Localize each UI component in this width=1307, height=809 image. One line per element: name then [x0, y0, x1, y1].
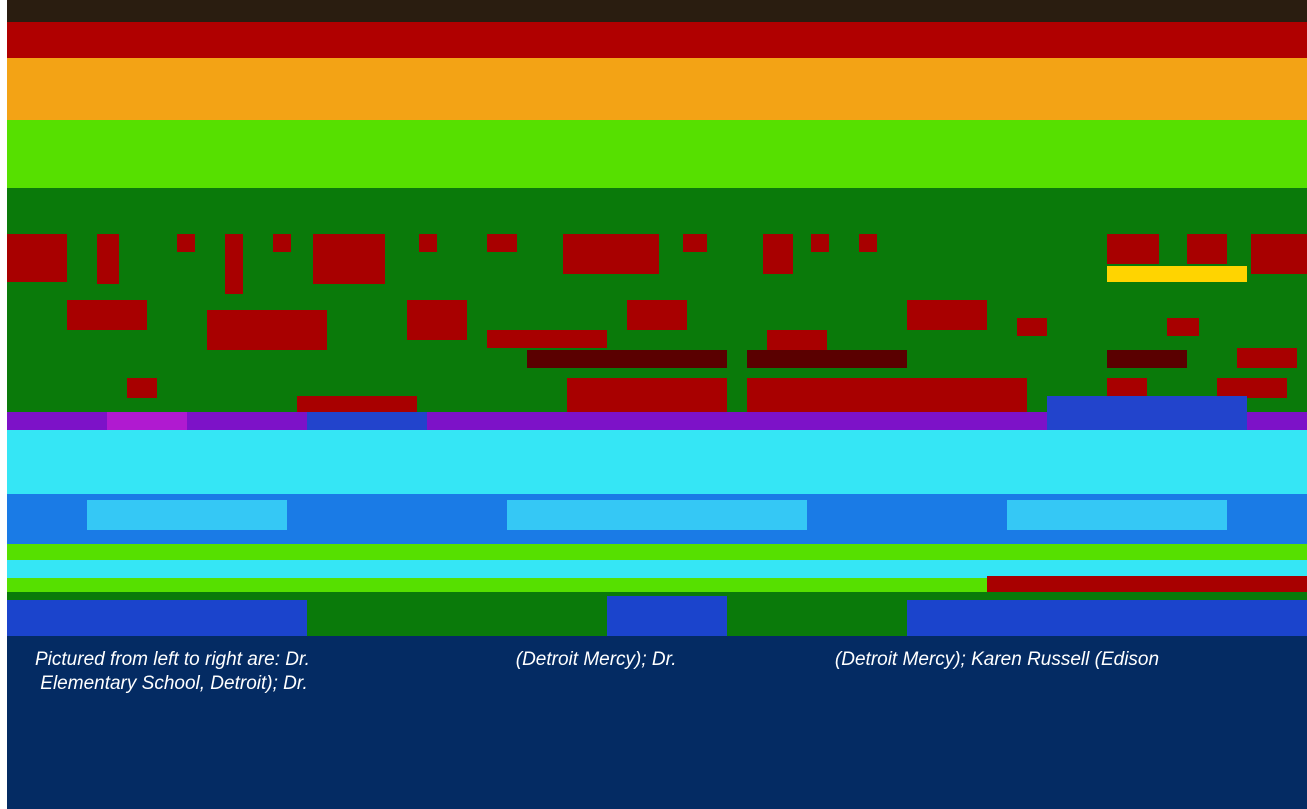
caption-line-2: Elementary School, Detroit); Dr.: [35, 673, 308, 694]
caption-line-1: Pictured from left to right are: Dr. (De…: [35, 649, 1160, 670]
group-photo: [7, 0, 1307, 636]
caption-panel: Pictured from left to right are: Dr. (De…: [7, 636, 1307, 809]
photo-caption: Pictured from left to right are: Dr. (De…: [35, 648, 1295, 696]
photo-image: [7, 0, 1307, 636]
